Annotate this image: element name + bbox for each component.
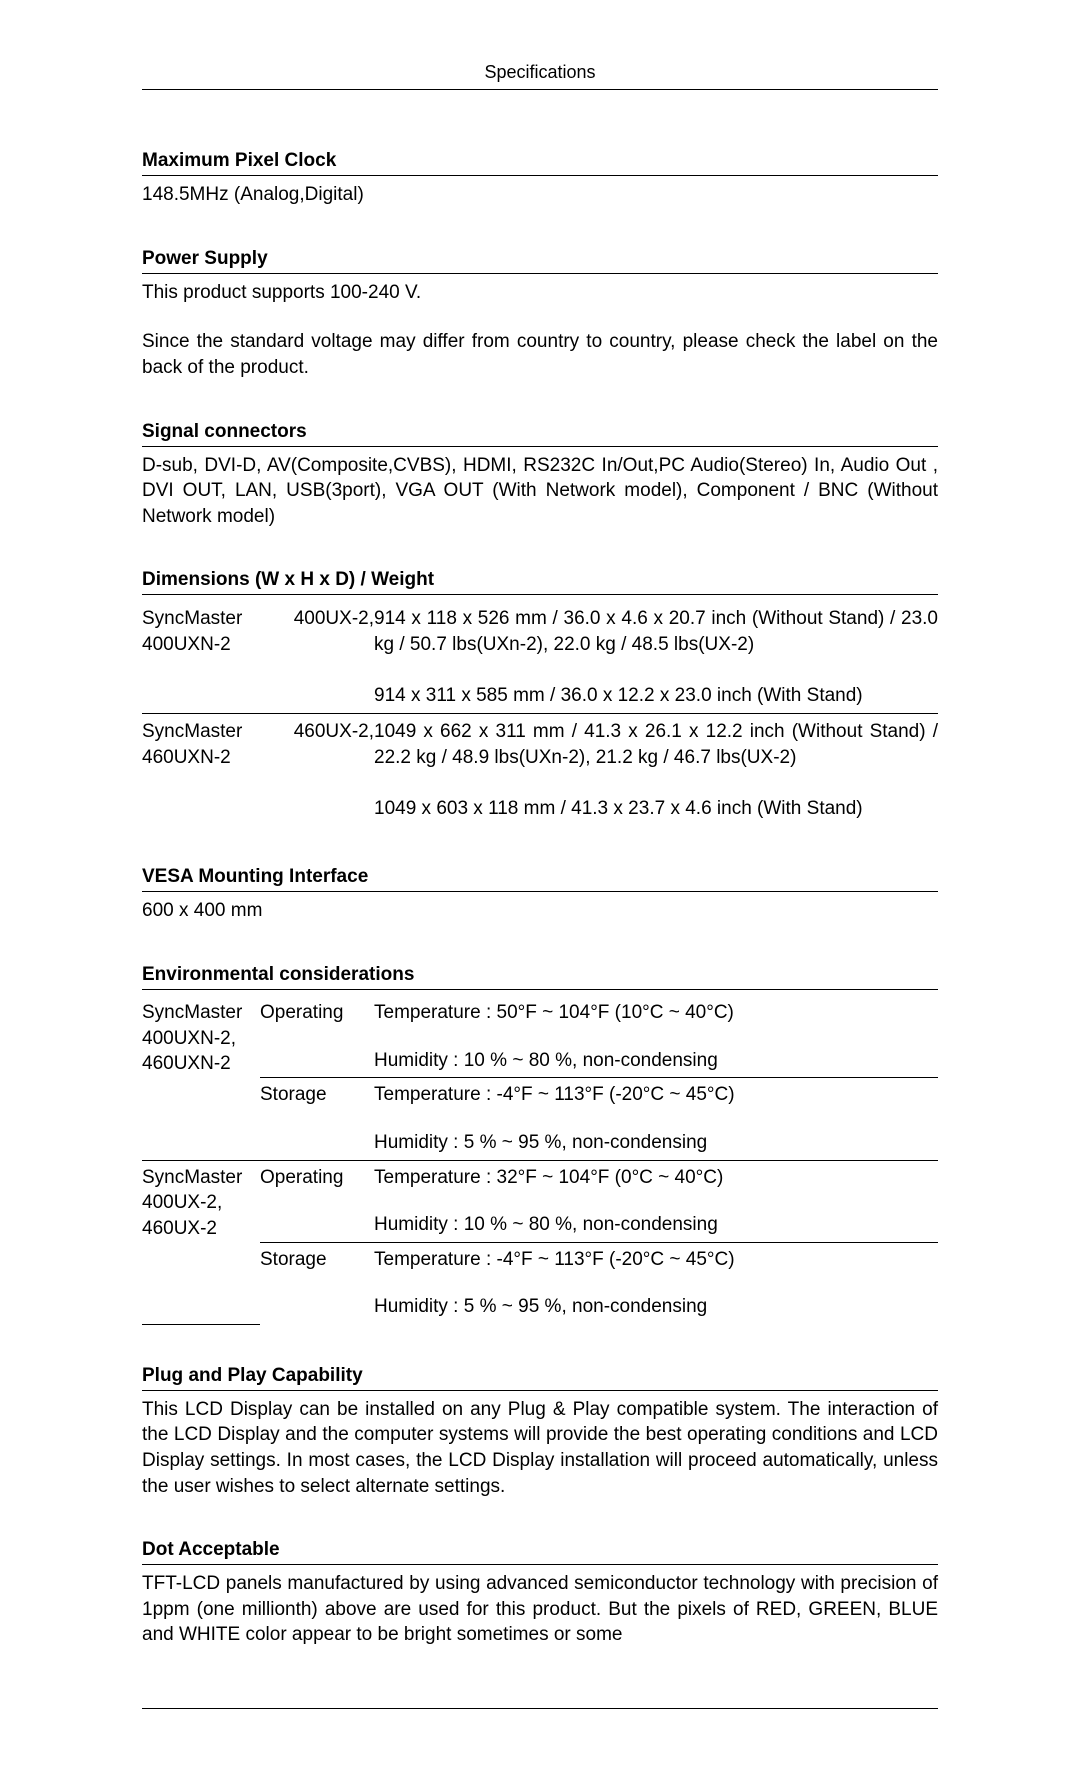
env-st-temp-0: Temperature : -4°F ~ 113°F (-20°C ~ 45°C… xyxy=(374,1078,938,1112)
section-title-max-pixel-clock: Maximum Pixel Clock xyxy=(142,150,938,176)
section-title-dot-acceptable: Dot Acceptable xyxy=(142,1539,938,1565)
section-title-environmental: Environmental considerations xyxy=(142,964,938,990)
footer-rule xyxy=(142,1708,938,1709)
section-title-dimensions: Dimensions (W x H x D) / Weight xyxy=(142,569,938,595)
section-title-vesa: VESA Mounting Interface xyxy=(142,866,938,892)
env-model-1: SyncMaster 400UX-2, 460UX-2 xyxy=(142,1160,260,1324)
page-header: Specifications xyxy=(142,62,938,90)
dim-val-0b: 914 x 311 x 585 mm / 36.0 x 12.2 x 23.0 … xyxy=(374,663,938,714)
env-operating-label-1: Operating xyxy=(260,1160,374,1242)
env-operating-label-0: Operating xyxy=(260,996,374,1078)
env-st-hum-0: Humidity : 5 % ~ 95 %, non-condensing xyxy=(374,1112,938,1160)
dim-val-1a: 1049 x 662 x 311 mm / 41.3 x 26.1 x 12.2… xyxy=(374,714,938,776)
dim-model-1: SyncMaster 460UX-2, 460UXN-2 xyxy=(142,714,374,826)
environmental-table: SyncMaster 400UXN-2, 460UXN-2 Operating … xyxy=(142,996,938,1325)
env-storage-label-1: Storage xyxy=(260,1242,374,1324)
page: Specifications Maximum Pixel Clock 148.5… xyxy=(0,0,1080,1789)
plug-and-play-body: This LCD Display can be installed on any… xyxy=(142,1397,938,1500)
dim-val-0a: 914 x 118 x 526 mm / 36.0 x 4.6 x 20.7 i… xyxy=(374,601,938,662)
dim-val-1b: 1049 x 603 x 118 mm / 41.3 x 23.7 x 4.6 … xyxy=(374,776,938,827)
env-op-temp-0: Temperature : 50°F ~ 104°F (10°C ~ 40°C) xyxy=(374,996,938,1030)
vesa-body: 600 x 400 mm xyxy=(142,898,938,924)
env-op-hum-0: Humidity : 10 % ~ 80 %, non-condensing xyxy=(374,1030,938,1078)
signal-connectors-body: D-sub, DVI-D, AV(Composite,CVBS), HDMI, … xyxy=(142,453,938,530)
dot-acceptable-body: TFT-LCD panels manufactured by using adv… xyxy=(142,1571,938,1648)
section-title-plug-and-play: Plug and Play Capability xyxy=(142,1365,938,1391)
env-model-0: SyncMaster 400UXN-2, 460UXN-2 xyxy=(142,996,260,1160)
power-supply-line2: Since the standard voltage may differ fr… xyxy=(142,329,938,380)
env-st-temp-1: Temperature : -4°F ~ 113°F (-20°C ~ 45°C… xyxy=(374,1242,938,1276)
max-pixel-clock-body: 148.5MHz (Analog,Digital) xyxy=(142,182,938,208)
power-supply-line1: This product supports 100-240 V. xyxy=(142,280,938,306)
env-st-hum-1: Humidity : 5 % ~ 95 %, non-condensing xyxy=(374,1276,938,1324)
dim-model-0: SyncMaster 400UX-2, 400UXN-2 xyxy=(142,601,374,713)
env-op-temp-1: Temperature : 32°F ~ 104°F (0°C ~ 40°C) xyxy=(374,1160,938,1194)
env-storage-label-0: Storage xyxy=(260,1078,374,1160)
section-title-signal-connectors: Signal connectors xyxy=(142,421,938,447)
section-title-power-supply: Power Supply xyxy=(142,248,938,274)
dimensions-table: SyncMaster 400UX-2, 400UXN-2 914 x 118 x… xyxy=(142,601,938,826)
env-op-hum-1: Humidity : 10 % ~ 80 %, non-condensing xyxy=(374,1194,938,1242)
